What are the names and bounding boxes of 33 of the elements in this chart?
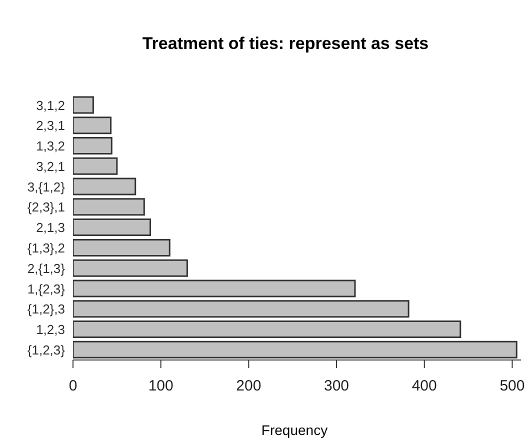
x-axis-title: Frequency [260, 422, 329, 438]
y-tick-label: 1,{2,3} [27, 281, 66, 296]
bar [73, 157, 118, 175]
y-tick-label: 2,3,1 [36, 118, 65, 134]
y-tick-label: {1,2},3 [27, 302, 65, 317]
x-tick-label: 100 [148, 378, 174, 395]
y-tick-label: {2,3},1 [27, 200, 65, 215]
y-tick-label: 1,3,2 [36, 138, 65, 154]
bar [73, 198, 145, 216]
x-tick-label: 400 [412, 378, 437, 395]
y-tick-label: 2,{1,3} [27, 260, 66, 276]
y-tick-label: 3,2,1 [36, 158, 65, 174]
bar [73, 320, 462, 338]
bar [73, 300, 410, 318]
bar [73, 116, 112, 134]
y-tick-label: 2,1,3 [36, 220, 65, 236]
bar [73, 259, 188, 277]
y-tick-label: {1,2,3} [27, 342, 66, 358]
bar [73, 178, 136, 196]
y-tick-label: {1,3},2 [27, 240, 65, 256]
bar [73, 137, 112, 155]
x-tick-label: 300 [324, 378, 350, 395]
bar [73, 218, 152, 236]
y-tick-label: 3,1,2 [36, 98, 65, 113]
bar [73, 238, 170, 256]
bar [73, 280, 356, 298]
bar [73, 96, 94, 114]
y-tick-label: 3,{1,2} [27, 179, 66, 194]
x-tick-label: 200 [236, 378, 262, 395]
chart-title: Treatment of ties: represent as sets [141, 34, 430, 54]
x-tick-label: 0 [68, 378, 78, 395]
x-tick-label: 500 [500, 378, 525, 395]
y-tick-label: 1,2,3 [36, 322, 65, 338]
